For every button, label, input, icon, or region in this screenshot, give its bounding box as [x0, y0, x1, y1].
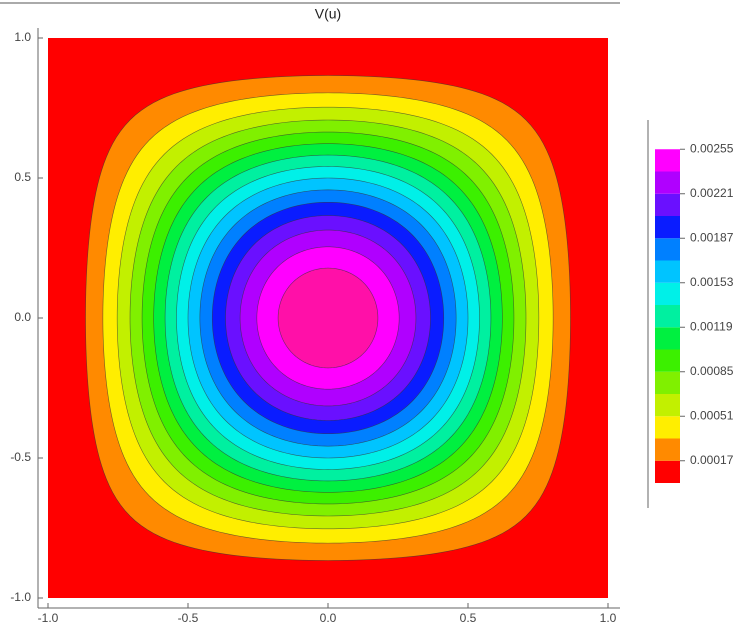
- colorbar-band: [655, 149, 680, 172]
- y-tick-label: -0.5: [10, 450, 31, 464]
- x-tick-label: 1.0: [600, 611, 617, 625]
- colorbar-band: [655, 238, 680, 261]
- colorbar-tick-label: 0.00153: [690, 275, 734, 289]
- y-tick-label: 0.5: [14, 170, 31, 184]
- colorbar-band: [655, 371, 680, 394]
- colorbar-band: [655, 216, 680, 239]
- x-tick-label: 0.0: [320, 611, 337, 625]
- colorbar-tick-label: 0.00255: [690, 141, 734, 155]
- y-tick-label: 1.0: [14, 30, 31, 44]
- colorbar-band: [655, 282, 680, 305]
- colorbar-tick-label: 0.00119: [690, 319, 733, 333]
- colorbar-band: [655, 438, 680, 461]
- x-tick-label: -0.5: [178, 611, 199, 625]
- y-tick-label: 0.0: [14, 310, 31, 324]
- colorbar-band: [655, 416, 680, 439]
- chart-title: V(u): [315, 6, 341, 22]
- y-tick-label: -1.0: [10, 590, 31, 604]
- colorbar-band: [655, 349, 680, 372]
- colorbar-band: [655, 394, 680, 417]
- x-tick-label: -1.0: [38, 611, 59, 625]
- colorbar-tick-label: 0.00085: [690, 364, 734, 378]
- colorbar-band: [655, 305, 680, 328]
- contour-region: [277, 267, 379, 369]
- colorbar-band: [655, 193, 680, 216]
- colorbar-tick-label: 0.00051: [690, 408, 734, 422]
- colorbar-tick-label: 0.00221: [690, 186, 734, 200]
- x-tick-label: 0.5: [460, 611, 477, 625]
- colorbar-band: [655, 260, 680, 283]
- colorbar-band: [655, 460, 680, 483]
- colorbar-band: [655, 171, 680, 194]
- colorbar-band: [655, 327, 680, 350]
- colorbar-tick-label: 0.00187: [690, 230, 734, 244]
- colorbar-tick-label: 0.00017: [690, 453, 734, 467]
